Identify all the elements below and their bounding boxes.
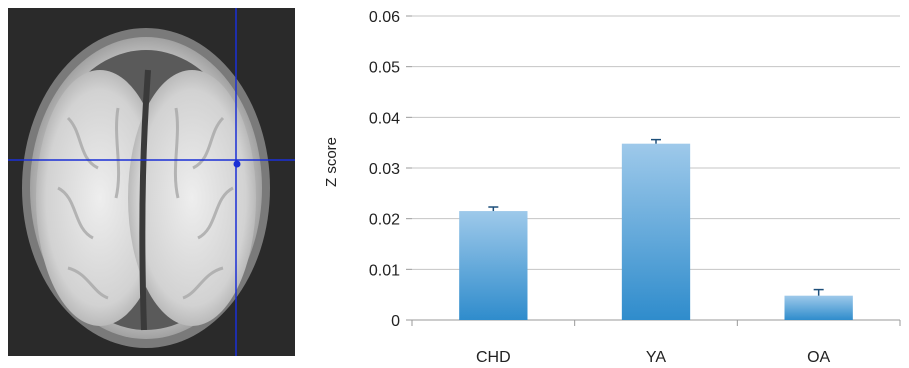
y-tick-label: 0: [391, 313, 400, 330]
y-tick-label: 0.02: [369, 212, 400, 229]
bar-oa: [784, 295, 853, 320]
y-tick-label: 0.06: [369, 9, 400, 26]
bar-ya: [621, 143, 691, 320]
y-tick-label: 0.01: [369, 262, 400, 279]
crosshair-marker: [233, 160, 241, 168]
y-tick-label: 0.04: [369, 110, 400, 127]
bar-chart: 0 0.01 0.02 0.03 0.04 0.05 0.06 CHD YA OA Z scor…: [323, 9, 901, 366]
y-tick-label: 0.03: [369, 161, 400, 178]
interhemispheric-fissure: [139, 69, 151, 331]
y-tick-labels: 0 0.01 0.02 0.03 0.04 0.05 0.06: [369, 9, 400, 330]
brain-mri-panel: [8, 8, 295, 356]
left-hemisphere: [36, 70, 164, 326]
right-hemisphere: [128, 70, 256, 326]
x-tick-label: YA: [646, 349, 666, 366]
y-axis-label: Z score: [323, 137, 340, 187]
x-tick-label: CHD: [476, 349, 511, 366]
x-tick-labels: CHD YA OA: [476, 349, 831, 366]
y-tick-label: 0.05: [369, 60, 400, 77]
bars: [459, 138, 853, 320]
x-tick-label: OA: [807, 349, 830, 366]
gyri-pattern: [57, 107, 234, 300]
bar-chd: [459, 211, 528, 320]
